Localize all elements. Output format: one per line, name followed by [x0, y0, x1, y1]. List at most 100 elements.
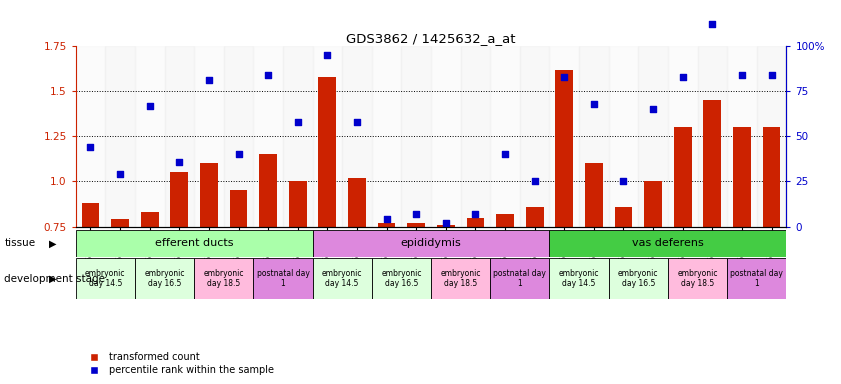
Bar — [467, 217, 484, 227]
Point — [202, 77, 215, 83]
Text: embryonic
day 16.5: embryonic day 16.5 — [381, 269, 421, 288]
Text: embryonic
day 16.5: embryonic day 16.5 — [618, 269, 659, 288]
Bar — [259, 154, 277, 227]
Point — [380, 216, 394, 222]
Point — [764, 72, 778, 78]
Point — [439, 220, 452, 226]
Point — [706, 22, 719, 28]
Point — [172, 159, 186, 165]
Bar — [165, 46, 194, 227]
Point — [350, 119, 363, 125]
Bar — [135, 46, 165, 227]
Bar — [76, 230, 313, 257]
Bar — [644, 182, 662, 227]
Point — [232, 151, 246, 157]
Bar — [200, 164, 218, 227]
Bar — [437, 225, 455, 227]
Bar — [111, 219, 129, 227]
Bar — [140, 212, 159, 227]
Point — [647, 106, 660, 113]
Point — [735, 72, 748, 78]
Bar — [372, 46, 401, 227]
Bar — [313, 230, 549, 257]
Bar — [194, 46, 224, 227]
Text: ▶: ▶ — [50, 273, 56, 284]
Point — [320, 52, 334, 58]
Text: embryonic
day 14.5: embryonic day 14.5 — [558, 269, 600, 288]
Text: tissue: tissue — [4, 238, 35, 248]
Bar — [609, 258, 668, 299]
Bar — [549, 46, 579, 227]
Bar — [585, 164, 603, 227]
Bar — [549, 258, 609, 299]
Bar — [348, 178, 366, 227]
Title: GDS3862 / 1425632_a_at: GDS3862 / 1425632_a_at — [346, 32, 516, 45]
Bar — [526, 207, 543, 227]
Bar — [757, 46, 786, 227]
Text: embryonic
day 16.5: embryonic day 16.5 — [145, 269, 185, 288]
Bar — [407, 223, 425, 227]
Bar — [431, 46, 461, 227]
Point — [410, 211, 423, 217]
Point — [676, 74, 690, 80]
Text: embryonic
day 18.5: embryonic day 18.5 — [677, 269, 717, 288]
Bar — [674, 127, 691, 227]
Point — [528, 178, 542, 185]
Bar — [342, 46, 372, 227]
Text: embryonic
day 18.5: embryonic day 18.5 — [441, 269, 481, 288]
Bar — [520, 46, 549, 227]
Bar — [763, 127, 780, 227]
Point — [84, 144, 98, 150]
Point — [558, 74, 571, 80]
Point — [499, 151, 512, 157]
Legend: transformed count, percentile rank within the sample: transformed count, percentile rank withi… — [81, 348, 278, 379]
Bar — [76, 46, 105, 227]
Bar — [697, 46, 727, 227]
Bar — [230, 190, 247, 227]
Bar — [313, 258, 372, 299]
Point — [143, 103, 156, 109]
Bar — [727, 46, 757, 227]
Text: development stage: development stage — [4, 273, 105, 284]
Bar — [638, 46, 668, 227]
Bar — [490, 258, 549, 299]
Bar — [224, 46, 253, 227]
Bar — [668, 258, 727, 299]
Bar — [490, 46, 520, 227]
Bar — [253, 258, 313, 299]
Text: epididymis: epididymis — [400, 238, 462, 248]
Text: vas deferens: vas deferens — [632, 238, 704, 248]
Point — [291, 119, 304, 125]
Text: embryonic
day 18.5: embryonic day 18.5 — [204, 269, 244, 288]
Text: efferent ducts: efferent ducts — [155, 238, 234, 248]
Point — [616, 178, 630, 185]
Bar — [461, 46, 490, 227]
Bar — [401, 46, 431, 227]
Bar — [668, 46, 697, 227]
Text: embryonic
day 14.5: embryonic day 14.5 — [322, 269, 362, 288]
Text: postnatal day
1: postnatal day 1 — [257, 269, 309, 288]
Bar — [609, 46, 638, 227]
Point — [262, 72, 275, 78]
Bar — [253, 46, 283, 227]
Bar — [105, 46, 135, 227]
Bar — [727, 258, 786, 299]
Bar — [76, 258, 135, 299]
Point — [114, 171, 127, 177]
Bar — [313, 46, 342, 227]
Bar — [733, 127, 751, 227]
Bar — [703, 100, 722, 227]
Bar — [319, 77, 336, 227]
Bar — [288, 182, 307, 227]
Point — [468, 211, 482, 217]
Bar — [615, 207, 632, 227]
Bar — [496, 214, 514, 227]
Bar — [372, 258, 431, 299]
Bar — [549, 230, 786, 257]
Bar — [283, 46, 313, 227]
Bar — [555, 70, 573, 227]
Text: postnatal day
1: postnatal day 1 — [494, 269, 547, 288]
Bar — [431, 258, 490, 299]
Bar — [378, 223, 395, 227]
Text: postnatal day
1: postnatal day 1 — [730, 269, 783, 288]
